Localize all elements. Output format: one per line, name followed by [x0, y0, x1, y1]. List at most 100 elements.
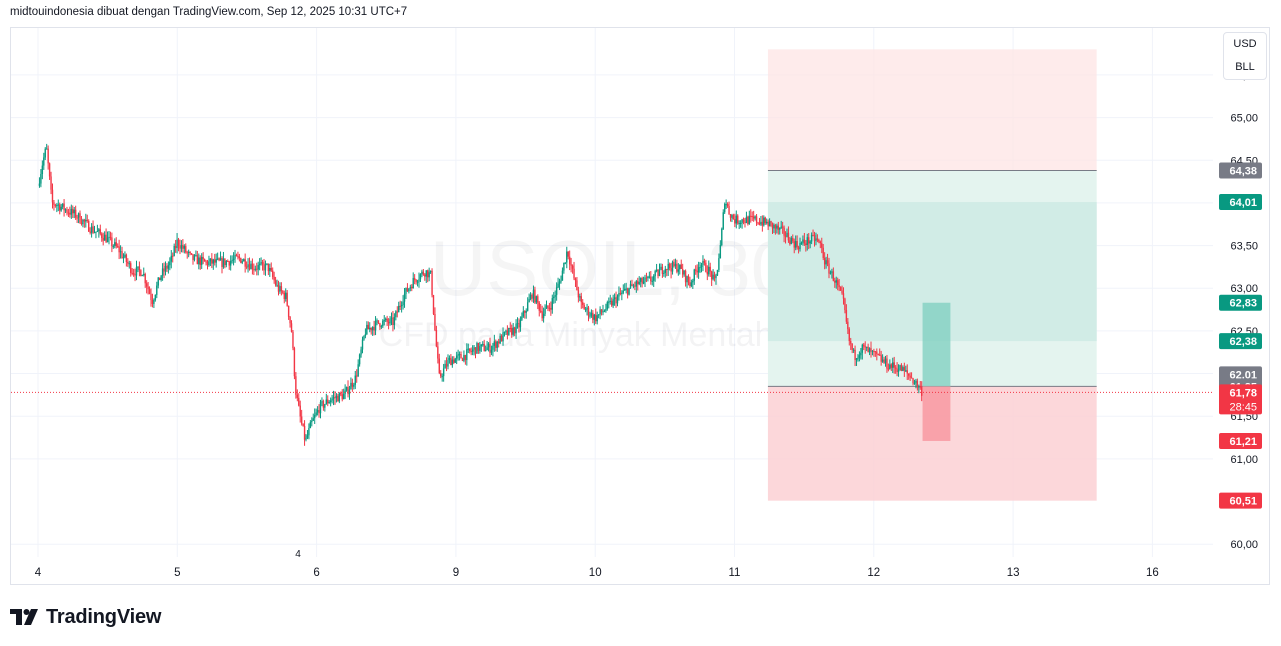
candle-body	[768, 221, 771, 227]
candle-body	[589, 315, 591, 317]
candle-body	[279, 286, 281, 292]
price-tick-label: 63,00	[1230, 283, 1258, 295]
candle-body	[232, 258, 235, 261]
candle-body	[626, 288, 629, 295]
candle-body	[419, 274, 422, 280]
candle-body	[492, 345, 494, 350]
candle-body	[387, 321, 390, 324]
candle-body	[429, 270, 432, 273]
candle-body	[340, 392, 342, 395]
candle-body	[834, 280, 836, 283]
time-axis[interactable]: 4 5 6 9 10 11 12 13 16 4	[35, 549, 1159, 579]
candle-body	[495, 341, 497, 348]
candle-body	[366, 324, 368, 335]
candle-body	[540, 310, 542, 312]
candle-body	[324, 404, 326, 408]
candle-body	[127, 261, 129, 264]
currency-unit-box[interactable]: USD BLL	[1223, 32, 1267, 80]
candle-body	[757, 222, 759, 224]
candle-body	[828, 263, 830, 274]
candle-body	[440, 373, 442, 377]
candle-body	[487, 343, 490, 348]
candle-body	[109, 236, 112, 238]
candle-body	[748, 215, 751, 224]
candle-body	[83, 219, 86, 222]
candle-body	[615, 297, 617, 304]
candle-body	[790, 237, 793, 244]
candle-body	[526, 302, 529, 311]
candle-body	[889, 364, 891, 370]
candle-body	[708, 266, 710, 275]
candle-body	[496, 341, 498, 348]
candle-body	[666, 268, 668, 270]
candle-body	[434, 313, 436, 331]
candle-body	[164, 265, 167, 272]
candle-body	[138, 266, 141, 271]
candle-body	[140, 270, 142, 276]
candle-body	[590, 312, 593, 316]
candle-body	[734, 219, 736, 224]
candle-body	[619, 293, 622, 295]
candle-body	[644, 277, 646, 282]
price-label-box	[1219, 194, 1262, 211]
candle-body	[353, 384, 355, 387]
candle-body	[147, 286, 149, 290]
candle-body	[360, 349, 362, 355]
candle-body	[564, 262, 567, 264]
candle-body	[854, 349, 856, 361]
candle-body	[80, 222, 83, 225]
candle-body	[896, 368, 898, 373]
candle-body	[725, 204, 727, 206]
candle-body	[89, 231, 91, 233]
candle-body	[873, 350, 875, 352]
candle-body	[167, 265, 170, 269]
candle-body	[521, 316, 523, 320]
candle-body	[153, 299, 155, 304]
candle-body	[43, 157, 45, 166]
candle-body	[622, 290, 624, 293]
candle-body	[216, 258, 219, 260]
candle-body	[257, 265, 259, 270]
candle-body	[773, 224, 775, 229]
candle-body	[500, 335, 503, 342]
candle-body	[309, 422, 312, 429]
candle-body	[441, 376, 443, 378]
candle-body	[752, 216, 755, 219]
candle-body	[122, 257, 125, 259]
candle-body	[477, 343, 480, 351]
candle-body	[379, 323, 381, 327]
candle-body	[402, 301, 404, 306]
candle-body	[554, 295, 556, 297]
price-tick-label: 61,00	[1230, 454, 1258, 466]
candle-body	[525, 310, 527, 313]
candle-body	[903, 367, 906, 371]
candle-body	[253, 269, 255, 271]
candle-body	[484, 350, 487, 352]
candle-body	[314, 415, 316, 419]
candle-body	[435, 330, 438, 347]
candle-body	[376, 320, 378, 322]
candle-body	[77, 213, 80, 218]
time-tick-label: 13	[1007, 567, 1020, 579]
candle-body	[499, 335, 501, 344]
candle-body	[106, 237, 109, 243]
candle-body	[60, 206, 62, 211]
price-label-text: 62,83	[1229, 298, 1257, 310]
price-tick-label: 63,50	[1230, 241, 1258, 253]
candle-body	[597, 314, 600, 316]
candle-body	[899, 365, 901, 370]
candle-body	[918, 386, 920, 388]
candle-body	[818, 239, 820, 242]
candle-body	[90, 226, 93, 233]
candle-body	[551, 298, 553, 310]
candle-body	[69, 212, 71, 215]
chart-pane[interactable]	[10, 27, 1270, 585]
position-tools[interactable]	[767, 49, 1097, 501]
tradingview-logo[interactable]: TradingView	[10, 603, 161, 631]
time-tick-label: 11	[729, 567, 741, 579]
candle-body	[458, 354, 461, 356]
candle-body	[412, 277, 414, 289]
candle-body	[793, 241, 795, 248]
candle-body	[158, 277, 161, 281]
